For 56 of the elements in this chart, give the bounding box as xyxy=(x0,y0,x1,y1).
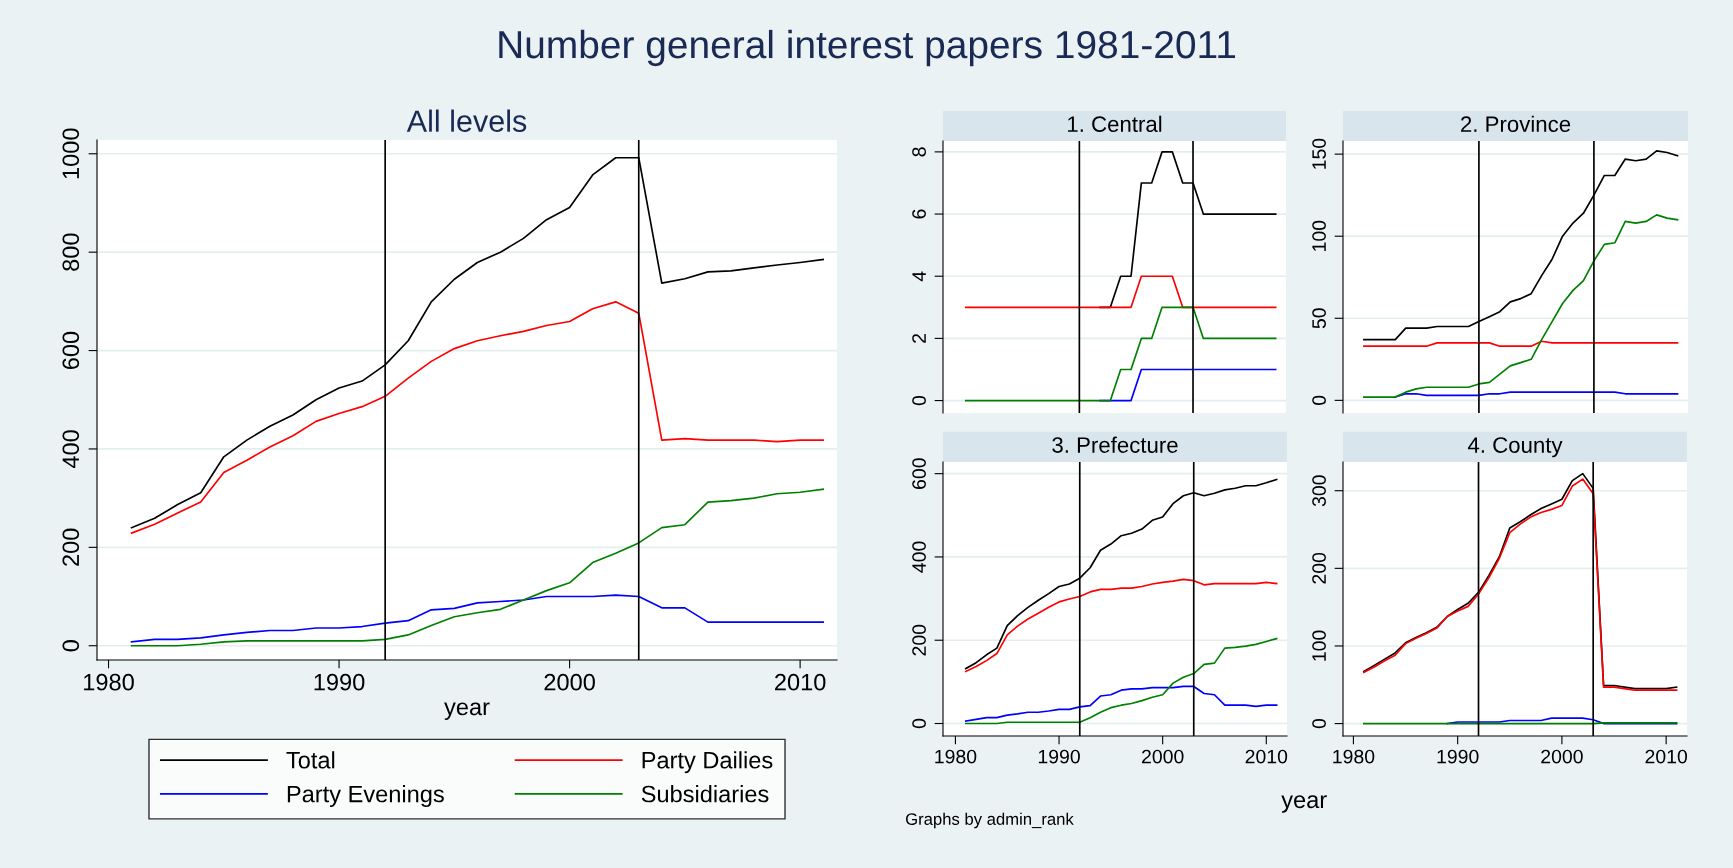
x-tick-label: 1980 xyxy=(1333,749,1375,764)
x-axis-title: year xyxy=(1281,795,1327,813)
line-series xyxy=(130,594,825,643)
line-series xyxy=(964,306,1277,402)
x-tick-label: 1980 xyxy=(935,749,977,764)
y-tick-label: 4 xyxy=(912,271,926,282)
y-tick-label: 100 xyxy=(1312,630,1326,661)
legend-label: Subsidiaries xyxy=(641,785,769,803)
x-tick-label: 2000 xyxy=(544,673,595,691)
chart-title: 1. Central xyxy=(1068,115,1162,133)
y-tick-label: 300 xyxy=(1312,475,1326,507)
y-tick-label: 0 xyxy=(912,395,926,406)
line-series xyxy=(964,637,1278,725)
y-tick-label: 400 xyxy=(62,430,80,469)
y-tick-label: 0 xyxy=(1312,718,1326,729)
y-tick-label: 1000 xyxy=(62,128,80,179)
y-tick-label: 6 xyxy=(912,209,926,219)
legend-label: Party Evenings xyxy=(287,785,444,808)
x-tick-label: 1990 xyxy=(1038,749,1080,764)
y-tick-label: 200 xyxy=(912,624,926,656)
x-tick-label: 2010 xyxy=(775,673,826,691)
y-tick-label: 0 xyxy=(1312,395,1326,406)
y-tick-label: 2 xyxy=(912,333,926,343)
chart-title: 3. Prefecture xyxy=(1052,436,1178,453)
line-series xyxy=(1363,214,1679,398)
y-tick-label: 0 xyxy=(62,640,80,652)
x-tick-label: 1980 xyxy=(84,673,134,691)
y-tick-label: 200 xyxy=(1312,552,1326,584)
y-tick-label: 600 xyxy=(912,458,926,489)
legend-label: Party Dailies xyxy=(642,751,773,774)
x-tick-label: 2000 xyxy=(1142,749,1184,764)
y-tick-label: 600 xyxy=(62,331,80,370)
x-tick-label: 2010 xyxy=(1245,749,1288,764)
line-series xyxy=(130,301,825,534)
text: Graphs by admin_rank xyxy=(906,812,1074,829)
x-tick-label: 2000 xyxy=(1541,749,1583,764)
chart-subtitle: All levels xyxy=(406,109,527,132)
chart-title: 4. County xyxy=(1467,437,1563,458)
y-tick-label: 50 xyxy=(1312,308,1326,329)
line-series xyxy=(130,488,825,647)
x-tick-label: 1990 xyxy=(314,673,365,691)
line-series xyxy=(964,685,1278,722)
x-tick-label: 1990 xyxy=(1437,749,1479,764)
chart-title: Number general interest papers 1981-2011 xyxy=(499,29,1236,67)
x-axis-title: year xyxy=(444,702,490,720)
y-tick-label: 8 xyxy=(912,147,926,157)
y-tick-label: 100 xyxy=(1312,220,1326,251)
y-tick-label: 400 xyxy=(912,541,926,573)
line-series xyxy=(964,578,1278,673)
chart-title: 2. Province xyxy=(1461,115,1571,133)
y-tick-label: 200 xyxy=(62,528,80,566)
x-tick-label: 2010 xyxy=(1645,749,1688,764)
legend-label: Total xyxy=(286,751,335,769)
y-tick-label: 150 xyxy=(1312,138,1326,169)
y-tick-label: 0 xyxy=(912,718,926,729)
y-tick-label: 800 xyxy=(62,233,80,271)
